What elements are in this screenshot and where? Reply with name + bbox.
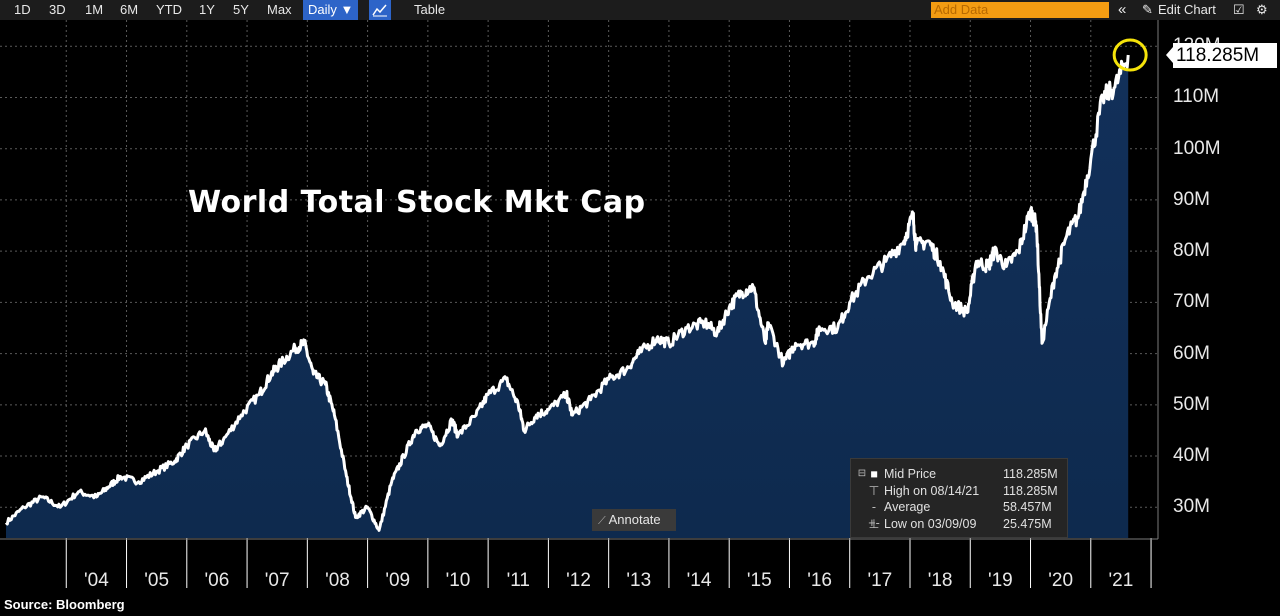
x-tick-label: '05 xyxy=(144,570,170,591)
range-5y-button[interactable]: 5Y xyxy=(233,2,249,17)
range-max-button[interactable]: Max xyxy=(267,2,292,17)
x-tick-label: '06 xyxy=(204,570,230,591)
edit-chart-button[interactable]: Edit Chart xyxy=(1158,2,1216,17)
frequency-dropdown[interactable]: Daily ▼ xyxy=(303,0,359,20)
x-tick-label: '11 xyxy=(506,570,530,591)
toolbar: 1D 3D 1M 6M YTD 1Y 5Y Max Daily ▼ Table … xyxy=(0,0,1280,20)
collapse-icon[interactable]: « xyxy=(1118,1,1127,18)
y-tick-label: 40M xyxy=(1173,445,1210,467)
legend: ⊟ ■ Mid Price 118.285M ⊤ High on 08/14/2… xyxy=(850,458,1068,538)
y-tick-label: 30M xyxy=(1173,496,1210,518)
edit-page-icon[interactable]: ☑ xyxy=(1233,2,1245,17)
range-1d-button[interactable]: 1D xyxy=(14,2,31,17)
line-chart-icon[interactable] xyxy=(369,0,391,20)
x-tick-label: '17 xyxy=(867,570,893,591)
series-line xyxy=(4,54,1130,532)
x-tick-label: '07 xyxy=(264,570,290,591)
annotate-button[interactable]: ⟋ Annotate xyxy=(592,509,676,531)
y-tick-label: 80M xyxy=(1173,240,1210,262)
x-tick-label: '09 xyxy=(385,570,411,591)
legend-value: 58.457M xyxy=(1003,500,1052,514)
legend-name: High on 08/14/21 xyxy=(884,484,980,498)
high-highlight-circle xyxy=(1112,38,1148,72)
y-tick-label: 90M xyxy=(1173,188,1210,210)
last-value-pointer xyxy=(1166,47,1173,64)
chart-area xyxy=(0,20,1173,588)
last-value-label: 118.285M xyxy=(1173,43,1277,69)
x-tick-label: '14 xyxy=(686,570,712,591)
x-tick-label: '19 xyxy=(987,570,1013,591)
marker-layer xyxy=(1112,38,1173,72)
x-tick-label: '21 xyxy=(1108,570,1134,591)
y-tick-label: 70M xyxy=(1173,291,1210,313)
legend-name: Low on 03/09/09 xyxy=(884,517,977,531)
range-1y-button[interactable]: 1Y xyxy=(199,2,215,17)
legend-row-high: ⊤ High on 08/14/21 118.285M xyxy=(851,483,1069,499)
legend-value: 118.285M xyxy=(1003,467,1058,481)
x-tick-label: '10 xyxy=(445,570,471,591)
add-data-input[interactable]: Add Data xyxy=(931,2,1109,18)
y-tick-label: 110M xyxy=(1173,86,1220,108)
x-tick-label: '16 xyxy=(807,570,832,591)
gear-icon[interactable]: ⚙ xyxy=(1256,2,1268,17)
series-area xyxy=(6,55,1129,538)
legend-row-low: ⊥ Low on 03/09/09 25.475M xyxy=(851,516,1069,532)
x-tick-label: '12 xyxy=(566,570,591,591)
x-tick-label: '20 xyxy=(1048,570,1074,591)
collapse-legend-icon[interactable]: ⊟ xyxy=(857,468,867,479)
pencil-icon[interactable]: ✎ xyxy=(1142,2,1153,17)
x-tick-label: '13 xyxy=(626,570,652,591)
legend-row-mid-price: ⊟ ■ Mid Price 118.285M xyxy=(851,466,1069,482)
range-3d-button[interactable]: 3D xyxy=(49,2,66,17)
low-marker-icon: ⊥ xyxy=(868,517,880,531)
x-tick-label: '15 xyxy=(746,570,772,591)
series-swatch-icon: ■ xyxy=(870,467,878,481)
range-6m-button[interactable]: 6M xyxy=(120,2,139,17)
y-tick-label: 50M xyxy=(1173,393,1210,415)
series-layer xyxy=(4,54,1130,538)
y-tick-label: 100M xyxy=(1173,137,1221,159)
range-1m-button[interactable]: 1M xyxy=(85,2,104,17)
x-tick-label: '08 xyxy=(325,570,350,591)
average-marker-icon: -+- xyxy=(868,500,880,530)
table-button[interactable]: Table xyxy=(414,2,446,17)
source-note: Source: Bloomberg xyxy=(4,597,125,612)
annotate-label: Annotate xyxy=(608,512,661,527)
legend-name: Average xyxy=(884,500,931,514)
legend-value: 25.475M xyxy=(1003,517,1052,531)
pencil-icon: ⟋ xyxy=(598,515,606,527)
range-ytd-button[interactable]: YTD xyxy=(156,2,182,17)
high-marker-icon: ⊤ xyxy=(868,484,880,498)
x-tick-label: '04 xyxy=(84,570,109,591)
y-tick-label: 60M xyxy=(1173,342,1210,364)
chart-title: World Total Stock Mkt Cap xyxy=(188,185,646,220)
legend-row-average: -+- Average 58.457M xyxy=(851,499,1069,530)
legend-name: Mid Price xyxy=(884,467,937,481)
x-tick-label: '18 xyxy=(927,570,953,591)
legend-value: 118.285M xyxy=(1003,484,1058,498)
